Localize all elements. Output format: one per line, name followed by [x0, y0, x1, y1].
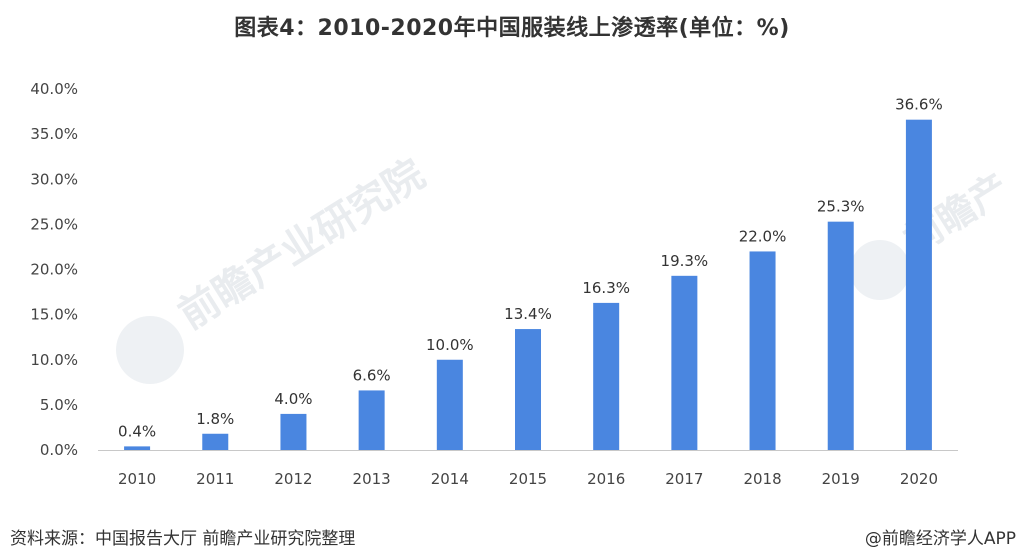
data-label-2012: 4.0% [274, 390, 312, 408]
x-tick-label-2013: 2013 [353, 470, 391, 488]
bar-2016 [593, 302, 620, 450]
watermark-text-left: 前瞻产业研究院 [171, 151, 433, 338]
bar-2020 [905, 119, 932, 450]
y-tick-label: 35.0% [30, 125, 78, 143]
watermark-logo-left [116, 316, 184, 384]
x-tick-label-2010: 2010 [118, 470, 156, 488]
bar-2010 [124, 446, 151, 450]
bars [124, 119, 932, 450]
data-label-2016: 16.3% [582, 279, 630, 297]
y-tick-label: 15.0% [30, 306, 78, 324]
x-tick-label-2018: 2018 [743, 470, 781, 488]
y-axis: 0.0% 5.0% 10.0% 15.0% 20.0% 25.0% 30.0% 35.0% 40… [30, 80, 78, 459]
x-tick-label-2014: 2014 [431, 470, 469, 488]
x-tick-label-2015: 2015 [509, 470, 547, 488]
bar-2015 [515, 329, 541, 450]
data-labels: 0.4% 1.8% 4.0% 6.6% 10.0% 13.4% 16.3% 19.3% 22.0… [118, 96, 943, 441]
x-tick-label-2011: 2011 [196, 470, 234, 488]
bar-2018 [749, 251, 776, 450]
bar-2012 [280, 413, 307, 450]
y-tick-label: 30.0% [30, 170, 78, 188]
data-label-2014: 10.0% [426, 336, 474, 354]
data-label-2010: 0.4% [118, 422, 156, 440]
y-tick-label: 10.0% [30, 351, 78, 369]
data-label-2013: 6.6% [353, 366, 391, 384]
source-note: 资料来源：中国报告大厅 前瞻产业研究院整理 [10, 529, 356, 549]
bar-2014 [436, 359, 463, 450]
data-label-2019: 25.3% [817, 198, 865, 216]
y-tick-label: 40.0% [30, 80, 78, 98]
y-tick-label: 25.0% [30, 215, 78, 233]
bar-2019 [827, 221, 854, 450]
bar-2017 [671, 275, 698, 450]
watermark: 前瞻产业研究院 前瞻产 [116, 151, 1016, 384]
y-tick-label: 20.0% [30, 261, 78, 279]
y-tick-label: 0.0% [40, 441, 78, 459]
watermark-logo-right [850, 240, 910, 300]
x-tick-label-2016: 2016 [587, 470, 625, 488]
x-tick-label-2017: 2017 [665, 470, 703, 488]
bar-2013 [358, 390, 385, 450]
x-axis: 2010 2011 2012 2013 2014 2015 2016 2017 2018 2019… [118, 470, 938, 488]
credit-note: @前瞻经济学人APP [864, 529, 1016, 549]
data-label-2018: 22.0% [739, 227, 787, 245]
bar-2011 [202, 433, 229, 450]
y-tick-label: 5.0% [40, 396, 78, 414]
data-label-2015: 13.4% [504, 305, 552, 323]
x-tick-label-2019: 2019 [822, 470, 860, 488]
x-tick-label-2020: 2020 [900, 470, 938, 488]
data-label-2020: 36.6% [895, 96, 943, 114]
chart-title: 图表4：2010-2020年中国服装线上渗透率(单位：%) [234, 16, 790, 41]
data-label-2011: 1.8% [196, 410, 234, 428]
x-tick-label-2012: 2012 [274, 470, 312, 488]
data-label-2017: 19.3% [661, 252, 709, 270]
